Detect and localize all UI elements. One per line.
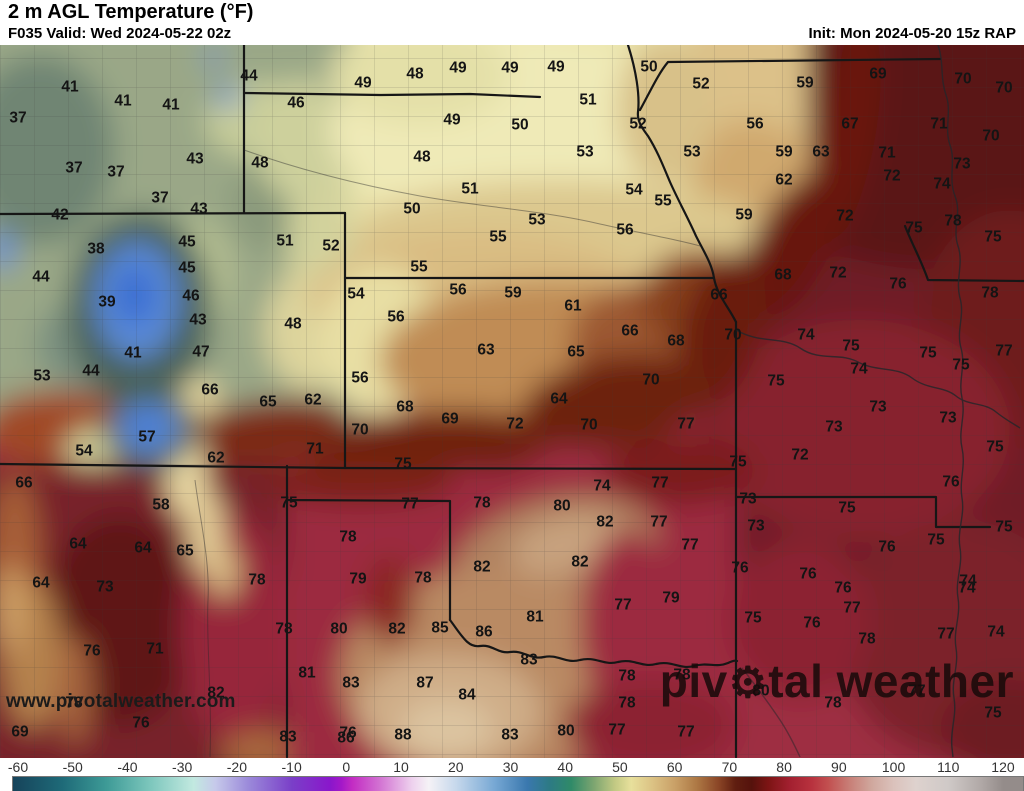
colorbar: -60 -50 -40 -30 -20 -10 0 10 20 30 40 50 60 70 80 90 100… xyxy=(0,758,1024,791)
colorbar-tick: 120 xyxy=(991,759,1015,775)
colorbar-tick: -50 xyxy=(62,759,83,775)
colorbar-tick: 0 xyxy=(342,759,351,775)
colorbar-tick: 110 xyxy=(937,759,960,775)
colorbar-tick: 10 xyxy=(393,759,409,775)
header: 2 m AGL Temperature (°F) F035 Valid: Wed… xyxy=(0,0,1024,45)
colorbar-tick: -10 xyxy=(281,759,302,775)
colorbar-tick: -20 xyxy=(226,759,247,775)
colorbar-tick: 20 xyxy=(447,759,464,775)
rivers xyxy=(194,45,1021,758)
init-time-label: Init: Mon 2024-05-20 15z RAP xyxy=(808,25,1016,42)
colorbar-tick: 50 xyxy=(612,759,628,775)
colorbar-tick: -30 xyxy=(172,759,193,775)
map-canvas xyxy=(0,45,1024,758)
state-borders xyxy=(0,45,1024,758)
county-grid xyxy=(0,45,1024,758)
colorbar-tick: 60 xyxy=(666,759,683,775)
valid-time-label: F035 Valid: Wed 2024-05-22 02z xyxy=(8,25,232,42)
colorbar-tick: -60 xyxy=(7,759,29,775)
colorbar-tick: 30 xyxy=(502,759,519,775)
logo-text-pre: piv xyxy=(659,655,728,707)
watermark-link[interactable]: www.pivotalweather.com xyxy=(6,691,236,712)
colorbar-tick: 80 xyxy=(776,759,792,775)
gear-icon: ⚙ xyxy=(728,659,768,706)
colorbar-tick: 90 xyxy=(831,759,847,775)
logo-text-post: tal weather xyxy=(768,655,1014,707)
colorbar-tick: -40 xyxy=(117,759,138,775)
page-title: 2 m AGL Temperature (°F) xyxy=(8,1,254,23)
colorbar-tick: 100 xyxy=(881,759,906,775)
colorbar-gradient xyxy=(12,776,1024,791)
pivotal-weather-logo: piv⚙tal weather xyxy=(660,658,1014,704)
colorbar-tick: 40 xyxy=(557,759,574,775)
temperature-field xyxy=(0,45,1024,758)
colorbar-tick: 70 xyxy=(721,759,738,775)
